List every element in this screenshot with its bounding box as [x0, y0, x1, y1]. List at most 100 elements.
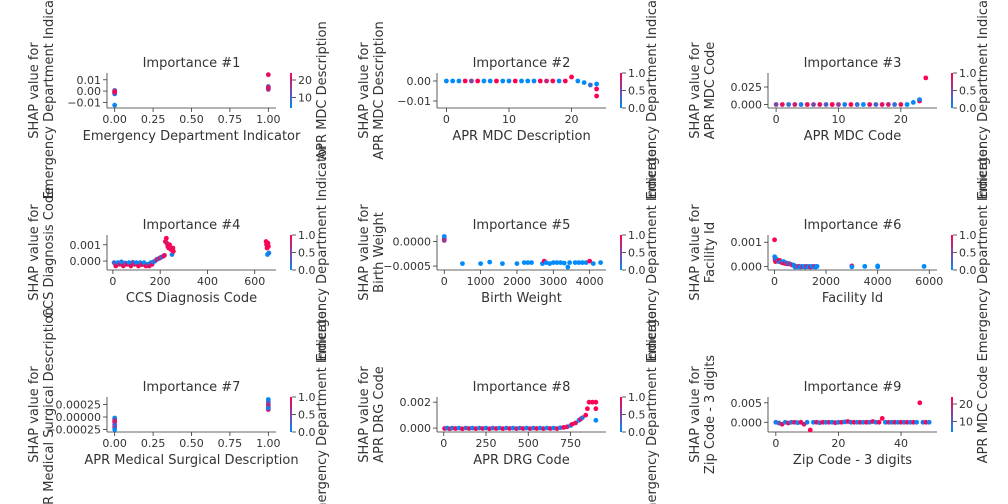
- x-tick-label: 40: [894, 437, 908, 450]
- y-axis-label: SHAP value forEmergency Department Indic…: [27, 0, 57, 199]
- colorbar-tick-label: 20: [959, 398, 973, 411]
- colorbar-tick-label: 0.5: [298, 247, 316, 260]
- data-point: [914, 419, 920, 425]
- x-tick-label: 0: [443, 113, 450, 126]
- data-point: [773, 102, 779, 107]
- x-tick-label: 2000: [503, 275, 531, 288]
- data-point: [112, 427, 118, 432]
- x-tick-label: 0: [773, 113, 780, 126]
- x-tick-label: 2000: [812, 275, 840, 288]
- data-point: [128, 263, 134, 269]
- y-axis-label-line: Zip Code - 3 digits: [703, 355, 718, 474]
- data-point: [875, 264, 881, 270]
- x-tick-label: 1.00: [256, 113, 281, 126]
- y-tick-label: 0.00: [77, 85, 102, 98]
- x-axis-label: APR MDC Code: [804, 129, 902, 144]
- subplot-title: Importance #8: [473, 380, 571, 395]
- y-tick-label: 0.01: [77, 74, 102, 87]
- y-axis-label: SHAP value forAPR MDC Description: [357, 21, 387, 159]
- y-axis-label-line: SHAP value for: [27, 366, 42, 463]
- data-point: [792, 102, 798, 107]
- y-tick-label: 0.025: [731, 81, 763, 94]
- y-tick-label: 0.002: [400, 396, 432, 409]
- data-point: [554, 260, 560, 266]
- data-point: [814, 263, 820, 269]
- colorbar: [620, 73, 622, 108]
- data-point: [879, 102, 885, 107]
- colorbar-tick-label: 0.0: [959, 102, 977, 115]
- colorbar-label: Emergency Department Indicator: [315, 143, 330, 361]
- x-tick-label: 4000: [576, 275, 604, 288]
- data-point: [849, 264, 855, 270]
- subplot-title: Importance #5: [473, 218, 571, 233]
- data-point: [583, 260, 589, 266]
- data-point: [558, 260, 563, 266]
- colorbar-tick-label: 0.5: [628, 409, 646, 422]
- x-tick-label: 4000: [864, 275, 892, 288]
- data-point: [441, 238, 447, 243]
- colorbar-label: Emergency Department Indicator: [645, 143, 660, 361]
- colorbar-tick-label: 0.5: [628, 85, 646, 98]
- y-axis-label-line: SHAP value for: [27, 204, 42, 301]
- x-axis-label: Zip Code - 3 digits: [793, 453, 912, 468]
- subplot-3: Importance #3 0 10 20 0.000 0.025 APR MDC Code…: [688, 0, 991, 199]
- data-point: [861, 102, 866, 107]
- colorbar-tick-label: 1.0: [628, 391, 646, 404]
- colorbar-tick-label: 0.5: [298, 409, 316, 422]
- y-axis-label-line: SHAP value for: [688, 366, 703, 463]
- y-tick-label: 0.000: [731, 99, 763, 112]
- x-tick-label: 0.75: [218, 113, 243, 126]
- colorbar-tick-label: 0.5: [959, 247, 977, 260]
- y-tick-label: 0.000: [731, 416, 763, 429]
- colorbar: [951, 235, 953, 270]
- data-point: [500, 261, 505, 266]
- y-axis-label-line: Facility Id: [703, 222, 718, 283]
- x-tick-label: 10: [831, 113, 845, 126]
- data-point: [500, 78, 506, 84]
- data-point: [873, 102, 879, 107]
- y-axis-label: SHAP value forAPR MDC Code: [688, 42, 718, 140]
- data-point: [593, 406, 599, 412]
- subplot-8: Importance #8 0 250 500 750 0.000 0.002 APR DRG…: [357, 305, 660, 504]
- data-point: [904, 102, 910, 107]
- y-axis-label-line: SHAP value for: [357, 42, 372, 139]
- y-axis-label-line: APR MDC Description: [372, 21, 387, 159]
- data-point: [550, 78, 556, 84]
- data-point: [265, 72, 271, 78]
- data-point: [917, 400, 923, 406]
- data-point: [923, 75, 929, 81]
- y-axis-label-line: APR MDC Code: [703, 42, 718, 140]
- colorbar-tick-label: 1.0: [959, 67, 977, 80]
- x-tick-label: 400: [197, 275, 218, 288]
- data-point: [112, 89, 118, 95]
- colorbar-tick-label: 10: [959, 416, 973, 429]
- x-tick-label: 6000: [915, 275, 943, 288]
- data-point: [581, 80, 587, 85]
- data-point: [590, 399, 595, 405]
- data-point: [786, 102, 791, 107]
- data-point: [892, 102, 897, 107]
- subplot-title: Importance #6: [804, 218, 902, 233]
- colorbar-label: Emergency Department Indicator: [976, 0, 991, 199]
- data-point: [475, 78, 481, 84]
- x-tick-label: 250: [476, 437, 497, 450]
- y-axis-label: SHAP value forAPR Medical Surgical Descr…: [27, 307, 57, 504]
- y-axis-label-line: SHAP value for: [357, 366, 372, 463]
- colorbar-tick-label: 0.0: [298, 426, 316, 439]
- colorbar: [951, 397, 953, 432]
- data-point: [583, 412, 589, 418]
- data-point: [572, 260, 578, 266]
- y-tick-label: 0.000: [400, 422, 432, 435]
- y-tick-label: 0.00: [407, 75, 432, 88]
- data-point: [862, 263, 868, 269]
- data-point: [441, 234, 447, 239]
- y-tick-label: −0.0005: [383, 260, 431, 273]
- data-point: [565, 264, 571, 270]
- x-tick-label: 0.75: [218, 437, 243, 450]
- y-tick-label: −0.01: [67, 96, 101, 109]
- colorbar-tick-label: 0.0: [628, 426, 646, 439]
- colorbar-tick-label: 0.0: [959, 264, 977, 277]
- data-point: [593, 399, 599, 405]
- data-point: [575, 78, 581, 84]
- data-point: [811, 102, 816, 107]
